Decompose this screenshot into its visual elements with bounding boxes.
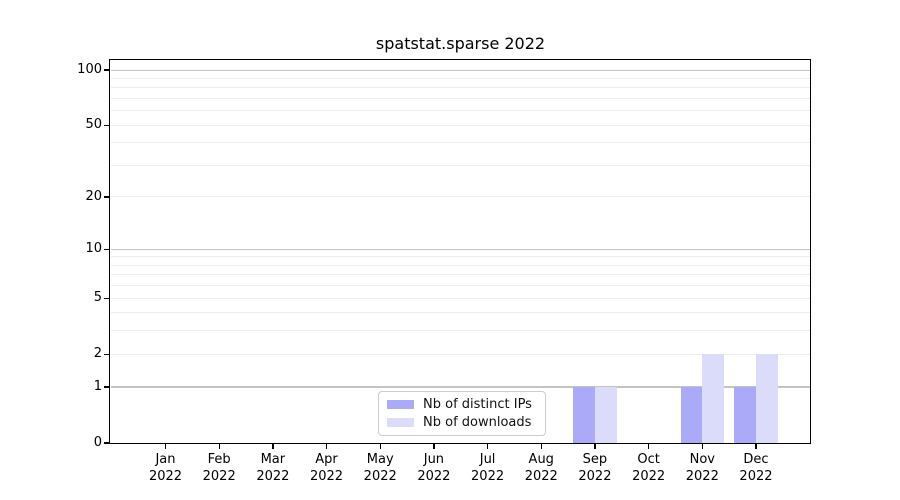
bar-distinct-ips bbox=[680, 386, 703, 443]
x-tick-label-year: 2022 bbox=[471, 469, 505, 484]
x-tick-label-year: 2022 bbox=[148, 469, 183, 484]
y-tick-label: 1 bbox=[93, 378, 102, 394]
legend: Nb of distinct IPs Nb of downloads bbox=[378, 391, 546, 436]
y-tick-mark bbox=[104, 297, 110, 299]
y-tick-mark bbox=[104, 124, 110, 126]
x-tick-label-month: Jul bbox=[479, 452, 496, 467]
y-tick-mark bbox=[104, 353, 110, 355]
x-tick-label: Aug 2022 bbox=[509, 451, 573, 485]
x-tick-mark bbox=[594, 444, 596, 449]
x-tick-label-month: Oct bbox=[637, 452, 660, 467]
x-tick-label-year: 2022 bbox=[739, 469, 773, 484]
major-gridline bbox=[111, 248, 810, 250]
x-tick-label-year: 2022 bbox=[309, 469, 344, 484]
bar-downloads bbox=[702, 354, 724, 443]
x-tick-label-year: 2022 bbox=[363, 469, 397, 484]
bar-distinct-ips bbox=[573, 386, 595, 443]
minor-gridline bbox=[111, 330, 810, 332]
minor-gridline bbox=[111, 97, 810, 99]
bar-downloads bbox=[594, 386, 617, 443]
x-tick-label: Sep 2022 bbox=[563, 451, 627, 485]
minor-gridline bbox=[111, 274, 810, 276]
x-tick-label: Dec 2022 bbox=[724, 451, 788, 485]
y-tick-label: 0 bbox=[93, 435, 102, 450]
x-tick-mark bbox=[433, 444, 435, 449]
y-tick-label: 2 bbox=[93, 346, 102, 362]
x-tick-label-year: 2022 bbox=[632, 469, 666, 484]
x-tick-label-year: 2022 bbox=[524, 469, 558, 484]
x-tick-mark bbox=[164, 444, 167, 449]
major-gridline bbox=[111, 386, 810, 388]
x-tick-mark bbox=[325, 444, 328, 449]
legend-entry: Nb of distinct IPs bbox=[387, 397, 537, 412]
x-tick-mark bbox=[218, 444, 220, 449]
x-tick-label-month: Dec bbox=[743, 452, 769, 467]
minor-gridline bbox=[111, 110, 810, 112]
x-tick-label-year: 2022 bbox=[578, 469, 612, 484]
major-gridline bbox=[111, 69, 810, 71]
x-tick-label-month: Aug bbox=[528, 452, 554, 467]
minor-gridline bbox=[111, 142, 810, 144]
x-tick-label-month: Feb bbox=[207, 452, 231, 467]
y-tick-mark bbox=[104, 196, 110, 198]
x-tick-label-month: Jun bbox=[423, 452, 445, 467]
x-tick-label-month: Jan bbox=[155, 452, 176, 467]
x-tick-label: Feb 2022 bbox=[187, 451, 251, 485]
minor-gridline bbox=[111, 164, 810, 166]
y-tick-mark bbox=[104, 69, 110, 71]
x-tick-label-month: Sep bbox=[582, 452, 608, 467]
x-tick-label: Jul 2022 bbox=[456, 451, 520, 485]
x-tick-label: Jan 2022 bbox=[134, 451, 198, 485]
y-tick-label: 20 bbox=[85, 188, 102, 204]
minor-gridline bbox=[111, 87, 810, 89]
x-tick-label: Nov 2022 bbox=[670, 451, 734, 485]
legend-swatch bbox=[387, 400, 414, 409]
y-tick-mark bbox=[104, 386, 110, 388]
x-tick-mark bbox=[272, 444, 274, 449]
minor-gridline bbox=[111, 256, 810, 258]
x-tick-mark bbox=[486, 444, 489, 449]
minor-gridline bbox=[111, 285, 810, 287]
minor-gridline bbox=[111, 297, 810, 299]
x-tick-label-year: 2022 bbox=[417, 469, 451, 484]
minor-gridline bbox=[111, 353, 810, 355]
x-tick-label-year: 2022 bbox=[685, 469, 719, 484]
y-tick-label: 5 bbox=[93, 290, 102, 306]
x-tick-label: May 2022 bbox=[348, 451, 412, 485]
y-tick-mark bbox=[104, 248, 110, 250]
x-tick-label: Jun 2022 bbox=[402, 451, 466, 485]
bar-downloads bbox=[755, 354, 778, 443]
x-tick-mark bbox=[540, 444, 542, 449]
x-tick-label-month: Apr bbox=[315, 452, 338, 467]
x-tick-label-month: May bbox=[366, 452, 394, 467]
minor-gridline bbox=[111, 196, 810, 198]
minor-gridline bbox=[111, 77, 810, 79]
minor-gridline bbox=[111, 264, 810, 266]
x-tick-label-month: Mar bbox=[260, 452, 286, 467]
minor-gridline bbox=[111, 124, 810, 126]
legend-entry: Nb of downloads bbox=[387, 415, 537, 430]
y-tick-mark bbox=[104, 442, 110, 444]
x-tick-label-month: Nov bbox=[689, 452, 715, 467]
x-tick-label-year: 2022 bbox=[256, 469, 290, 484]
x-tick-label: Mar 2022 bbox=[241, 451, 305, 485]
x-tick-mark bbox=[755, 444, 757, 449]
x-tick-label-year: 2022 bbox=[202, 469, 236, 484]
legend-label: Nb of downloads bbox=[423, 415, 532, 430]
minor-gridline bbox=[111, 312, 810, 314]
y-tick-label: 50 bbox=[85, 117, 102, 133]
x-tick-label: Oct 2022 bbox=[617, 451, 681, 485]
bar-distinct-ips bbox=[734, 386, 756, 443]
legend-swatch bbox=[387, 418, 414, 427]
x-tick-mark bbox=[701, 444, 703, 449]
x-tick-mark bbox=[647, 444, 650, 449]
legend-label: Nb of distinct IPs bbox=[423, 397, 532, 412]
chart-title: spatstat.sparse 2022 bbox=[375, 34, 546, 53]
y-tick-label: 10 bbox=[85, 241, 102, 257]
x-tick-label: Apr 2022 bbox=[295, 451, 359, 485]
x-tick-mark bbox=[379, 444, 381, 449]
y-tick-label: 100 bbox=[77, 62, 102, 77]
